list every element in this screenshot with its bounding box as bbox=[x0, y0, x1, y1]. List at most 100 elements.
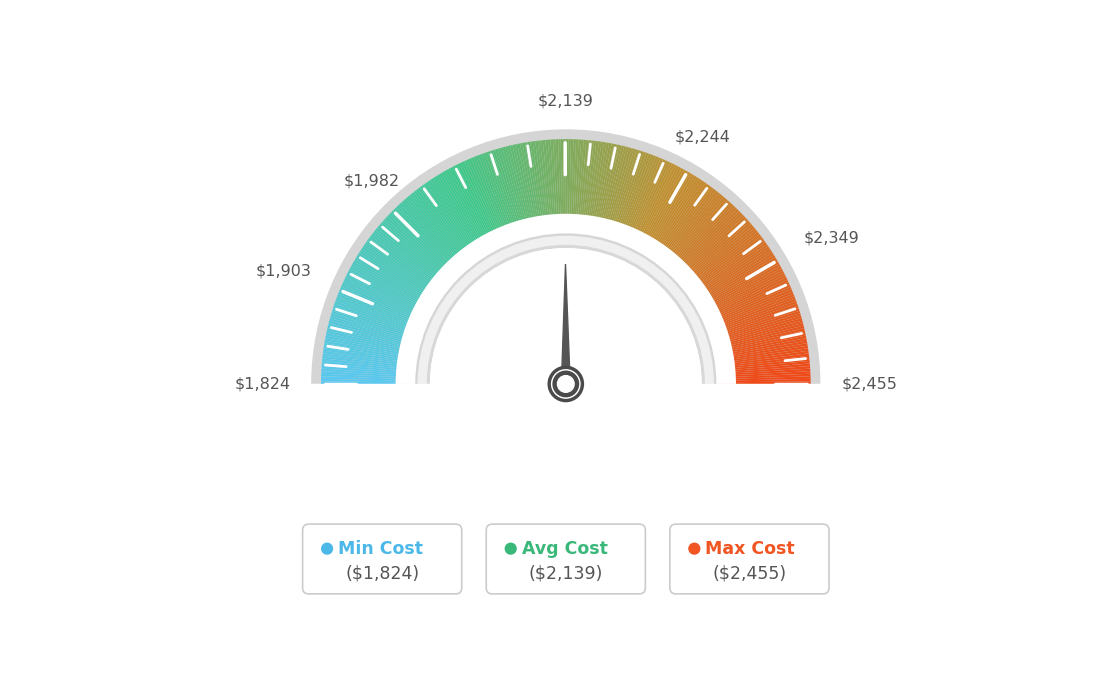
Text: Avg Cost: Avg Cost bbox=[522, 540, 607, 558]
Wedge shape bbox=[384, 218, 454, 282]
Wedge shape bbox=[583, 141, 596, 233]
Wedge shape bbox=[563, 139, 565, 232]
Wedge shape bbox=[322, 361, 415, 371]
Wedge shape bbox=[488, 151, 519, 240]
Wedge shape bbox=[639, 170, 686, 252]
Wedge shape bbox=[406, 197, 468, 269]
Wedge shape bbox=[616, 152, 649, 241]
Wedge shape bbox=[327, 328, 418, 351]
Wedge shape bbox=[420, 186, 477, 262]
Wedge shape bbox=[381, 222, 452, 285]
Text: Max Cost: Max Cost bbox=[705, 540, 795, 558]
Wedge shape bbox=[637, 168, 683, 251]
Wedge shape bbox=[404, 199, 467, 270]
Circle shape bbox=[552, 370, 580, 398]
Wedge shape bbox=[569, 139, 573, 233]
Wedge shape bbox=[629, 161, 670, 246]
Wedge shape bbox=[601, 146, 624, 237]
Wedge shape bbox=[331, 313, 421, 342]
Wedge shape bbox=[478, 155, 513, 242]
Wedge shape bbox=[585, 141, 599, 233]
Wedge shape bbox=[382, 220, 453, 284]
Wedge shape bbox=[495, 149, 523, 239]
Wedge shape bbox=[323, 343, 416, 360]
Wedge shape bbox=[650, 180, 703, 258]
Text: $1,903: $1,903 bbox=[255, 264, 311, 278]
Wedge shape bbox=[707, 291, 794, 328]
Wedge shape bbox=[532, 141, 546, 233]
Wedge shape bbox=[694, 255, 775, 305]
Wedge shape bbox=[683, 230, 757, 290]
Wedge shape bbox=[322, 353, 415, 366]
Wedge shape bbox=[400, 202, 464, 273]
Wedge shape bbox=[500, 148, 527, 238]
Wedge shape bbox=[588, 141, 604, 234]
Wedge shape bbox=[363, 244, 442, 299]
Wedge shape bbox=[676, 215, 744, 280]
Wedge shape bbox=[468, 158, 507, 245]
Wedge shape bbox=[528, 141, 543, 234]
Wedge shape bbox=[543, 140, 553, 233]
Wedge shape bbox=[640, 170, 688, 253]
Wedge shape bbox=[666, 200, 730, 271]
Wedge shape bbox=[417, 188, 476, 263]
Wedge shape bbox=[464, 160, 505, 246]
Wedge shape bbox=[605, 148, 631, 238]
Wedge shape bbox=[577, 140, 586, 233]
Wedge shape bbox=[328, 323, 418, 348]
Wedge shape bbox=[712, 315, 802, 343]
Wedge shape bbox=[696, 257, 776, 306]
Text: $2,244: $2,244 bbox=[675, 130, 731, 145]
Wedge shape bbox=[718, 371, 810, 377]
Wedge shape bbox=[444, 170, 491, 253]
Wedge shape bbox=[593, 143, 612, 235]
Wedge shape bbox=[572, 139, 578, 233]
Wedge shape bbox=[340, 287, 426, 325]
Wedge shape bbox=[435, 176, 486, 256]
Wedge shape bbox=[670, 206, 735, 275]
Wedge shape bbox=[414, 190, 473, 265]
Wedge shape bbox=[492, 150, 522, 239]
Wedge shape bbox=[714, 331, 805, 353]
Wedge shape bbox=[337, 294, 425, 330]
Wedge shape bbox=[716, 353, 809, 366]
Text: ($2,455): ($2,455) bbox=[712, 564, 786, 582]
Wedge shape bbox=[608, 149, 637, 239]
Wedge shape bbox=[567, 139, 571, 232]
Wedge shape bbox=[690, 244, 768, 299]
Polygon shape bbox=[562, 264, 570, 394]
Wedge shape bbox=[399, 204, 463, 273]
Wedge shape bbox=[323, 348, 415, 364]
Wedge shape bbox=[625, 158, 664, 245]
Wedge shape bbox=[713, 326, 804, 349]
Wedge shape bbox=[339, 289, 426, 326]
Wedge shape bbox=[514, 144, 535, 235]
Wedge shape bbox=[329, 321, 420, 346]
Wedge shape bbox=[389, 213, 457, 279]
Wedge shape bbox=[704, 282, 789, 322]
Wedge shape bbox=[645, 175, 694, 255]
Wedge shape bbox=[679, 220, 750, 284]
Bar bbox=[199, 384, 933, 653]
Wedge shape bbox=[626, 159, 666, 245]
Wedge shape bbox=[379, 224, 450, 286]
Wedge shape bbox=[718, 368, 810, 376]
Text: $2,139: $2,139 bbox=[538, 94, 593, 108]
Wedge shape bbox=[580, 140, 592, 233]
Wedge shape bbox=[715, 346, 808, 362]
Wedge shape bbox=[692, 248, 771, 302]
Wedge shape bbox=[325, 341, 416, 359]
Wedge shape bbox=[545, 140, 554, 233]
Wedge shape bbox=[311, 129, 820, 384]
Wedge shape bbox=[482, 152, 516, 241]
Wedge shape bbox=[694, 253, 774, 304]
Wedge shape bbox=[658, 189, 715, 264]
Wedge shape bbox=[709, 301, 797, 334]
Wedge shape bbox=[455, 165, 498, 248]
Wedge shape bbox=[512, 144, 534, 236]
Wedge shape bbox=[702, 277, 787, 319]
Wedge shape bbox=[505, 146, 530, 237]
Wedge shape bbox=[453, 166, 497, 249]
Text: $1,982: $1,982 bbox=[343, 174, 400, 189]
Wedge shape bbox=[606, 148, 634, 238]
